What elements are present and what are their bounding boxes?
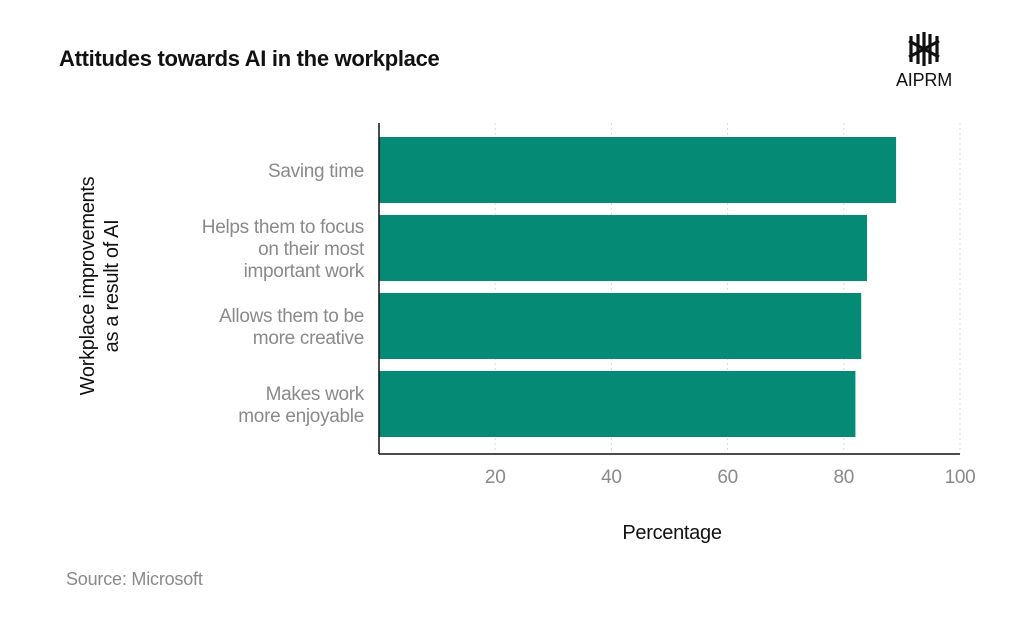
category-label: Allows them to be more creative [219, 306, 364, 349]
tick-labels: 20 40 60 80 100 [485, 467, 976, 488]
bar [379, 215, 868, 281]
aiprm-logo-icon [908, 32, 940, 66]
x-tick-label: 100 [945, 467, 976, 488]
chart-title: Attitudes towards AI in the workplace [59, 46, 440, 71]
bars [379, 137, 897, 437]
aiprm-logo: AIPRM [886, 32, 962, 92]
x-tick-label: 60 [717, 467, 738, 488]
bar [379, 293, 862, 359]
category-label: Saving time [268, 161, 364, 182]
bar [379, 137, 897, 203]
category-labels: Saving time Helps them to focus on their m… [202, 161, 366, 427]
category-label: Makes work more enjoyable [238, 384, 365, 427]
x-tick-label: 40 [601, 467, 622, 488]
source-note: Source: Microsoft [66, 569, 203, 589]
axes [378, 123, 960, 455]
logo-text: AIPRM [895, 70, 952, 90]
bar [379, 371, 856, 437]
x-tick-label: 20 [485, 467, 506, 488]
y-axis-title-text: Workplace improvements as a result of AI [77, 176, 123, 395]
x-tick-label: 80 [834, 467, 855, 488]
y-axis-title: Workplace improvements as a result of AI [77, 176, 123, 395]
category-label: Helps them to focus on their most importan… [202, 217, 365, 282]
x-axis-title: Percentage [622, 522, 721, 544]
